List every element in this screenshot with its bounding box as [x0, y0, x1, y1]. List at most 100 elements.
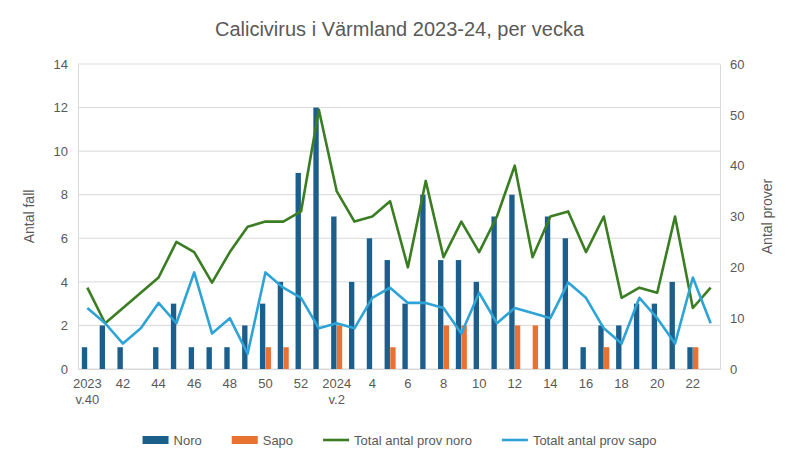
bar	[563, 238, 568, 369]
bar-series	[82, 108, 693, 369]
tick: 2024v.2	[322, 376, 351, 407]
line	[87, 110, 710, 324]
bar	[212, 369, 217, 370]
tick: 30	[730, 209, 744, 224]
bar	[141, 369, 146, 370]
legend-item: Noro	[143, 433, 202, 448]
bar	[266, 347, 271, 369]
bar	[171, 304, 176, 369]
tick: 52	[294, 376, 308, 391]
legend: Noro Sapo Total antal prov noro Totalt anta…	[143, 433, 657, 448]
bar	[123, 369, 128, 370]
tick-label: 52	[294, 376, 308, 391]
tick-label: 4	[369, 376, 376, 391]
tick-label: 30	[730, 209, 744, 224]
tick: 10	[54, 144, 68, 159]
tick: 8	[61, 187, 68, 202]
legend-swatch	[323, 439, 349, 442]
tick-label: 10	[54, 144, 68, 159]
title: Calicivirus i Värmland 2023-24, per veck…	[215, 18, 585, 40]
bar	[390, 347, 395, 369]
y-axis-title: Antal fall	[21, 190, 37, 244]
bar	[408, 369, 413, 370]
bar	[640, 369, 645, 370]
bar	[675, 369, 680, 370]
x-axis: 2023v.404244464850522024v.24681012141618…	[73, 370, 721, 407]
legend-label: Sapo	[263, 433, 293, 448]
tick-label: 8	[61, 187, 68, 202]
tick: 2023v.40	[73, 376, 102, 407]
tick: 50	[730, 107, 744, 122]
tick-label: 6	[404, 376, 411, 391]
tick-label: 10	[472, 376, 486, 391]
legend-item: Total antal prov noro	[323, 433, 472, 448]
bar	[616, 325, 621, 369]
legend-item: Totalt antal prov sapo	[502, 433, 657, 448]
bar	[711, 369, 716, 370]
tick-label: 42	[116, 376, 130, 391]
bar	[319, 369, 324, 370]
bar	[527, 369, 532, 370]
tick-label: 4	[61, 275, 68, 290]
bar	[497, 369, 502, 370]
bar	[337, 325, 342, 369]
bar	[82, 347, 87, 369]
bar	[296, 173, 301, 369]
bar	[509, 195, 514, 369]
bar	[402, 304, 407, 369]
tick: 0	[61, 362, 68, 377]
tick: 18	[614, 376, 628, 391]
plot-area	[82, 108, 711, 369]
legend-label: Totalt antal prov sapo	[533, 433, 657, 448]
grid-line	[78, 107, 720, 108]
bar	[479, 369, 484, 370]
grid-line	[78, 281, 720, 282]
tick: 14	[54, 57, 68, 72]
bar	[670, 282, 675, 369]
legend-swatch	[502, 439, 528, 442]
bar	[456, 260, 461, 369]
tick-label: 10	[730, 311, 744, 326]
bar	[230, 369, 235, 370]
bar	[598, 325, 603, 369]
tick-label: 6	[61, 231, 68, 246]
tick: 16	[579, 376, 593, 391]
bar	[568, 369, 573, 370]
bar	[438, 260, 443, 369]
tick-label: 50	[730, 107, 744, 122]
bar	[580, 347, 585, 369]
y2-axis-title: Antal prover	[759, 178, 775, 254]
grid-line	[78, 151, 720, 152]
bar	[426, 369, 431, 370]
bar	[372, 369, 377, 370]
bar	[622, 369, 627, 370]
bar	[545, 217, 550, 370]
tick: 48	[223, 376, 237, 391]
grid	[78, 64, 720, 369]
bar	[117, 347, 122, 369]
bar-series	[266, 325, 699, 369]
tick-label: 46	[187, 376, 201, 391]
bar	[105, 369, 110, 370]
tick-label: 0	[730, 362, 737, 377]
tick: 14	[543, 376, 557, 391]
tick-label: 44	[151, 376, 165, 391]
tick: 6	[61, 231, 68, 246]
bar	[586, 369, 591, 370]
bar	[604, 347, 609, 369]
tick: 4	[61, 275, 68, 290]
tick: 20	[650, 376, 664, 391]
tick: 46	[187, 376, 201, 391]
tick: 10	[730, 311, 744, 326]
tick-label: 60	[730, 57, 744, 72]
chart: Calicivirus i Värmland 2023-24, per veck…	[0, 0, 799, 469]
tick: 8	[440, 376, 447, 391]
bar	[331, 217, 336, 370]
tick: 6	[404, 376, 411, 391]
bar	[705, 369, 710, 370]
bar	[657, 369, 662, 370]
bar	[444, 325, 449, 369]
bar	[100, 325, 105, 369]
axis-line	[79, 369, 721, 370]
legend-swatch	[143, 436, 169, 444]
